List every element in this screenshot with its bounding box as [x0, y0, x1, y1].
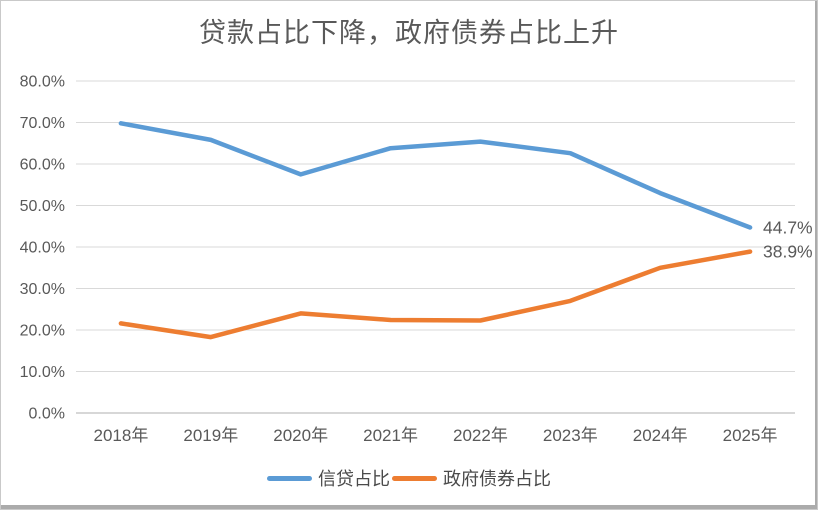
- y-tick-label: 50.0%: [20, 198, 65, 215]
- y-tick-label: 70.0%: [20, 115, 65, 132]
- legend-item-credit-share: 信贷占比: [267, 465, 390, 491]
- legend: 信贷占比 政府债券占比: [1, 465, 817, 491]
- x-tick-label: 2022年: [453, 426, 508, 445]
- legend-label-gov-bond-share: 政府债券占比: [443, 469, 551, 489]
- y-tick-label: 10.0%: [20, 364, 65, 381]
- x-tick-label: 2023年: [543, 426, 598, 445]
- y-tick-label: 40.0%: [20, 240, 65, 257]
- x-tick-label: 2021年: [363, 426, 418, 445]
- y-tick-label: 0.0%: [29, 406, 65, 423]
- series-line-1: [118, 249, 753, 340]
- y-tick-label: 80.0%: [20, 74, 65, 91]
- x-tick-label: 2020年: [273, 426, 328, 445]
- y-tick-label: 30.0%: [20, 281, 65, 298]
- x-tick-label: 2019年: [183, 426, 238, 445]
- x-tick-label: 2024年: [633, 426, 688, 445]
- x-tick-label: 2018年: [94, 426, 149, 445]
- x-tick-label: 2025年: [723, 426, 778, 445]
- series-end-data-label: 44.7%: [763, 217, 813, 237]
- legend-item-gov-bond-share: 政府债券占比: [392, 465, 551, 491]
- series-line-0: [118, 121, 753, 230]
- chart-title: 贷款占比下降，政府债券占比上升: [199, 18, 619, 48]
- y-tick-label: 20.0%: [20, 323, 65, 340]
- legend-label-credit-share: 信贷占比: [318, 469, 390, 489]
- legend-swatch-credit-share: [267, 475, 312, 481]
- legend-swatch-gov-bond-share: [392, 475, 437, 481]
- series-end-data-label: 38.9%: [763, 242, 813, 262]
- y-tick-label: 60.0%: [20, 157, 65, 174]
